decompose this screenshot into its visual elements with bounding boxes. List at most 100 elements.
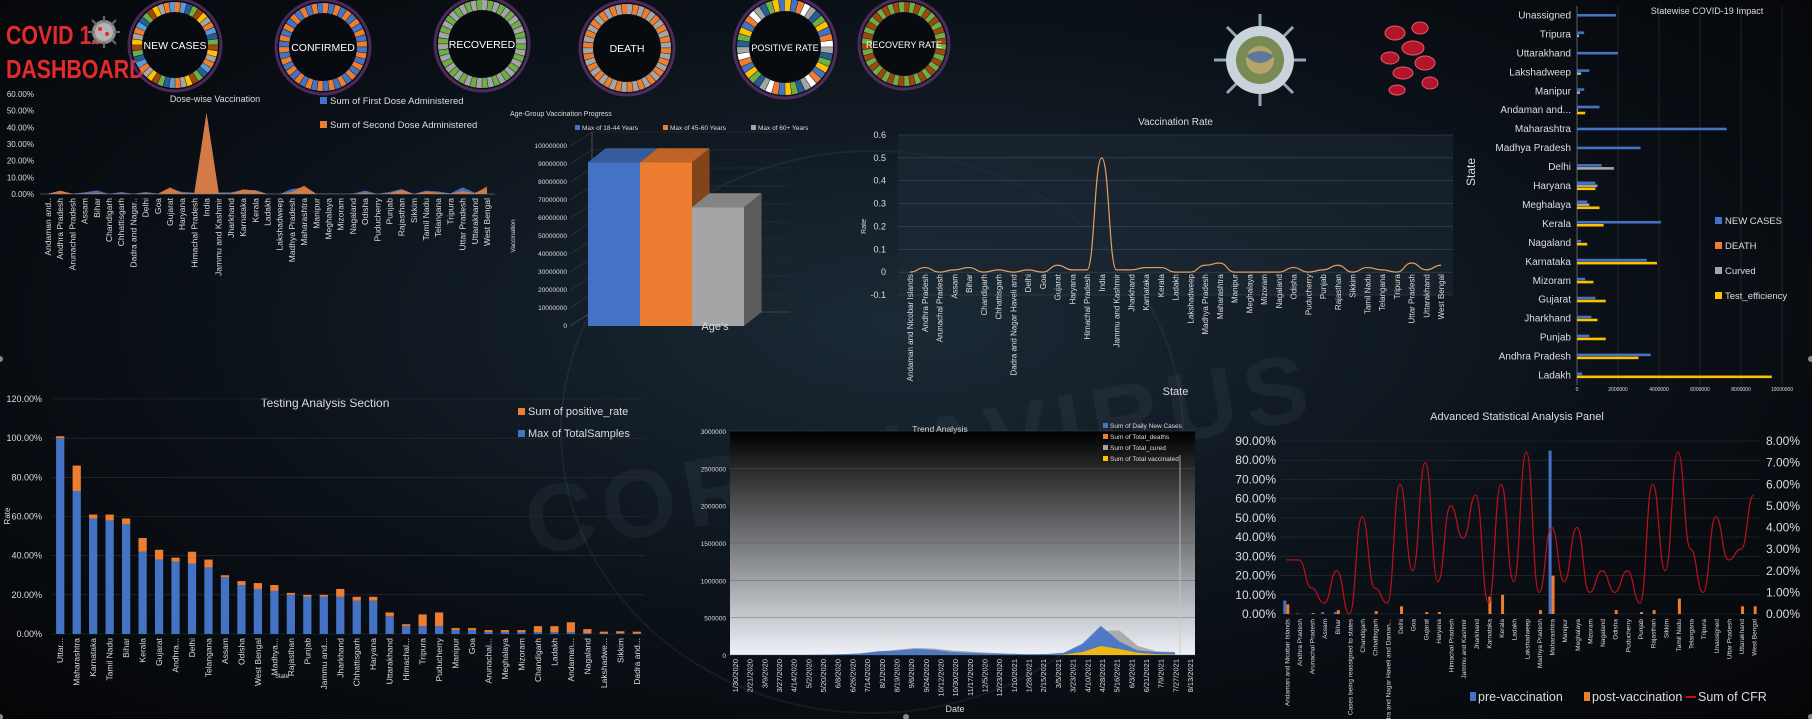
- x-tick-label: Sikkim: [1663, 619, 1670, 638]
- donut-glow: [274, 0, 372, 96]
- chart-title: Statewise COVID-19 Impact: [1651, 6, 1764, 16]
- bar: [171, 557, 180, 562]
- x-tick-label: Andaman and..: [43, 198, 53, 256]
- virus-3d-icon: [1214, 14, 1306, 106]
- x-tick-label: Dadra and Nagar Haveli and: [1009, 274, 1018, 375]
- x-tick-label: Haryana: [177, 198, 187, 230]
- x-tick-label: 8000000: [1731, 387, 1751, 393]
- x-tick-label: 5/2/2020: [804, 659, 813, 688]
- bar: [418, 626, 427, 634]
- legend-label: NEW CASES: [1725, 216, 1782, 227]
- x-tick-label: Dadra and Nagar..: [128, 198, 138, 267]
- resize-handle-bottom[interactable]: [903, 714, 909, 719]
- donut-label: RECOVERED: [449, 39, 516, 51]
- x-tick-label: Ladakh: [1172, 274, 1181, 300]
- x-tick-label: 3/23/2021: [1069, 659, 1078, 692]
- bar: [1577, 334, 1590, 338]
- bar-side: [744, 193, 762, 326]
- vaccination-rate-chart: Vaccination Rate -0.1 0 0.1 0.2 0.3 0.4 0.5 0.6 R…: [861, 117, 1453, 398]
- y-tick-label: 20.00%: [7, 157, 34, 166]
- x-tick-label: India: [1098, 274, 1107, 292]
- bar: [204, 559, 213, 568]
- bar: [1577, 296, 1596, 300]
- y-tick-label: 0.00%: [16, 629, 42, 639]
- bar: [89, 518, 98, 634]
- resize-handle-bottom-left[interactable]: [0, 714, 3, 719]
- bar: [632, 633, 641, 635]
- donut-label: CONFIRMED: [291, 42, 355, 54]
- x-tick-label: Karnataka: [1142, 274, 1151, 311]
- bar: [1295, 613, 1299, 614]
- x-tick-label: West Bengal: [482, 198, 492, 246]
- y-tick-label: Manipur: [1535, 86, 1572, 97]
- x-tick-label: Haryana: [1068, 274, 1077, 305]
- bar: [418, 614, 427, 627]
- y-tick-label: 90000000: [538, 161, 567, 168]
- bar: [1614, 610, 1618, 614]
- x-tick-label: Rajasthan: [1334, 274, 1343, 310]
- donut-segment: [583, 4, 671, 92]
- legend-swatch: [1715, 242, 1722, 249]
- legend-label: Sum of Daily New Cases: [1110, 423, 1183, 430]
- x-tick-label: Manipur: [1231, 274, 1240, 303]
- bar: [500, 630, 510, 633]
- x-tick-label: Himachal Pradesh: [1083, 274, 1092, 339]
- x-tick-label: Uttarakhand: [470, 198, 480, 245]
- area-series: [730, 646, 1175, 655]
- y2-tick-label: 5.00%: [1766, 499, 1800, 513]
- bar: [1577, 318, 1598, 322]
- x-tick-label: Odisha: [360, 198, 370, 225]
- x-tick-label: Punjab: [384, 198, 394, 225]
- x-tick-label: Uttar Pradesh: [1408, 274, 1417, 323]
- bar: [1374, 611, 1378, 614]
- legend-swatch: [1103, 456, 1108, 461]
- x-tick-label: Meghalaya: [500, 638, 510, 680]
- bar: [1577, 353, 1651, 357]
- x-tick-label: 4/14/2020: [790, 659, 799, 692]
- y-tick-label: Maharashtra: [1515, 124, 1572, 135]
- y-tick-label: 80.00%: [11, 472, 42, 482]
- x-tick-label: 8/13/2021: [1186, 659, 1195, 692]
- x-axis-label: State: [1163, 386, 1189, 398]
- y-tick-label: 0.5: [873, 153, 886, 163]
- bar: [286, 594, 295, 634]
- y2-tick-label: 7.00%: [1766, 456, 1800, 470]
- x-tick-label: Puducherry: [1625, 618, 1632, 652]
- x-tick-label: Tripura: [1393, 274, 1402, 300]
- legend-label: Sum of CFR: [1698, 690, 1767, 704]
- x-tick-label: Odisha: [236, 638, 246, 665]
- title-line-2: DASHBOARD: [6, 54, 145, 84]
- x-tick-label: Andhra Pradesh: [921, 274, 930, 332]
- donut-label: DEATH: [610, 43, 645, 55]
- bar: [1577, 280, 1594, 284]
- bar: [72, 491, 81, 634]
- resize-handle-right[interactable]: [1808, 356, 1812, 362]
- resize-handle-left[interactable]: [0, 356, 3, 362]
- y-tick-label: Kerala: [1542, 219, 1571, 230]
- x-tick-label: 6/8/2020: [834, 659, 843, 688]
- dashboard-title: COVID 19 DASHBOARD: [6, 18, 145, 86]
- statewise-impact-chart: Statewise COVID-19 Impact 0 2000000 4000000…: [1464, 6, 1793, 393]
- bar: [402, 626, 411, 634]
- y-tick-label: Jharkhand: [1524, 314, 1571, 325]
- bar: [1577, 34, 1580, 38]
- x-tick-label: Lakshadweep: [275, 198, 285, 251]
- x-tick-label: Gujarat: [154, 637, 164, 666]
- bar: [1577, 31, 1585, 35]
- bar: [122, 518, 131, 525]
- bar: [1488, 596, 1492, 614]
- x-tick-label: 10000000: [1771, 387, 1793, 393]
- x-tick-label: West Bengal: [253, 638, 263, 686]
- y-tick-label: 0.1: [873, 244, 886, 254]
- bar-top: [588, 148, 658, 163]
- x-tick-label: Punjab: [1638, 619, 1645, 640]
- y-tick-label: 50.00%: [1235, 511, 1276, 525]
- y-tick-label: 50.00%: [7, 107, 34, 116]
- resize-handle-bottom-right[interactable]: [1808, 714, 1812, 719]
- donut-label: NEW CASES: [143, 40, 206, 52]
- x-tick-label: India: [202, 198, 212, 217]
- dose-wise-vaccination-chart: Dose-wise Vaccination 0.00% 10.00% 20.00% 30…: [7, 90, 495, 276]
- legend-label: DEATH: [1725, 241, 1757, 252]
- x-tick-label: 3/5/2021: [1054, 659, 1063, 688]
- legend-label: Max of 60+ Years: [758, 125, 809, 132]
